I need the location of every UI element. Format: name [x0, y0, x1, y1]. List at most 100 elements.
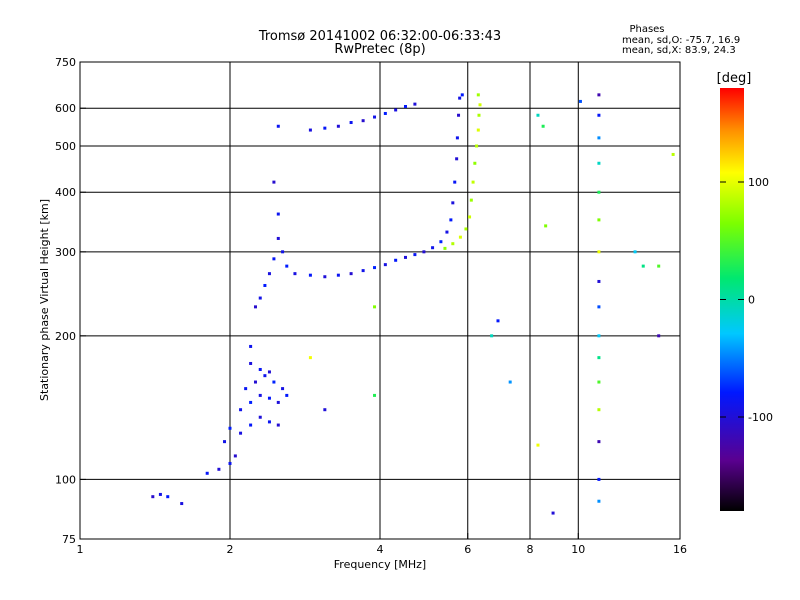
data-point [468, 215, 472, 219]
data-point [258, 296, 262, 300]
x-tick-label: 10 [571, 543, 585, 556]
colorbar: [deg] -100 0 100 [717, 71, 773, 511]
y-tick-label: 750 [55, 56, 76, 69]
data-point [597, 334, 601, 338]
data-point [475, 144, 479, 148]
data-point [323, 126, 327, 130]
data-point [276, 124, 280, 128]
data-point [508, 380, 512, 384]
data-point [373, 393, 377, 397]
data-point [597, 161, 601, 165]
data-point [276, 400, 280, 404]
data-point [239, 408, 243, 412]
data-point [258, 393, 262, 397]
data-point [285, 393, 289, 397]
data-point [349, 272, 353, 276]
data-point [490, 334, 494, 338]
data-point [413, 102, 417, 106]
data-point [451, 242, 455, 246]
data-point [258, 367, 262, 371]
data-point [578, 99, 582, 103]
data-point [267, 396, 271, 400]
data-point [597, 477, 601, 481]
y-tick-label: 500 [55, 140, 76, 153]
y-tick-label: 300 [55, 246, 76, 259]
data-point [455, 136, 459, 140]
data-point [458, 96, 462, 100]
chart-title: Tromsø 20141002 06:32:00-06:33:43 [258, 29, 501, 44]
data-point [373, 266, 377, 270]
data-point [451, 201, 455, 205]
x-tick-label: 4 [377, 543, 384, 556]
data-point [657, 264, 661, 268]
data-point [267, 272, 271, 276]
data-points [151, 93, 675, 515]
data-point [597, 380, 601, 384]
x-tick-label: 1 [77, 543, 84, 556]
data-point [281, 387, 285, 391]
colorbar-tick-label: -100 [748, 411, 773, 424]
data-point [239, 431, 243, 435]
data-point [544, 224, 548, 228]
phases-o-stats: mean, sd,O: -75.7, 16.9 [622, 35, 740, 46]
data-point [413, 253, 417, 257]
data-point [657, 334, 661, 338]
data-point [308, 273, 312, 277]
data-point [361, 119, 365, 123]
data-point [276, 423, 280, 427]
x-tick-label: 2 [227, 543, 234, 556]
data-point [323, 275, 327, 279]
data-point [458, 235, 462, 239]
data-point [460, 93, 464, 97]
data-point [536, 443, 540, 447]
x-tick-label: 6 [464, 543, 471, 556]
data-point [597, 305, 601, 309]
data-point [233, 454, 237, 458]
data-point [471, 180, 475, 184]
data-point [272, 180, 276, 184]
data-point [151, 495, 155, 499]
data-point [403, 105, 407, 109]
x-axis-label: Frequency [MHz] [334, 558, 426, 571]
data-point [496, 319, 500, 323]
data-point [671, 152, 675, 156]
y-tick-label: 200 [55, 330, 76, 343]
data-point [641, 264, 645, 268]
data-point [383, 263, 387, 267]
data-point [228, 426, 232, 430]
data-point [205, 471, 209, 475]
data-point [541, 124, 545, 128]
data-point [373, 115, 377, 119]
data-point [383, 111, 387, 115]
data-point [293, 272, 297, 276]
y-tick-label: 100 [55, 473, 76, 486]
data-point [551, 511, 555, 515]
data-point [457, 113, 461, 117]
data-point [249, 361, 253, 365]
data-point [249, 423, 253, 427]
data-point [597, 190, 601, 194]
colorbar-ticks: -100 0 100 [720, 176, 773, 424]
data-point [597, 250, 601, 254]
data-point [308, 128, 312, 132]
data-point [323, 408, 327, 412]
data-point [449, 218, 453, 222]
data-point [166, 495, 170, 499]
data-point [597, 356, 601, 360]
data-point [464, 227, 468, 231]
chart-subtitle: RwPretec (8p) [334, 42, 425, 57]
data-point [158, 492, 162, 496]
y-tick-label: 600 [55, 102, 76, 115]
y-axis-ticks: 75 100 200 300 400 500 600 750 [55, 56, 86, 546]
data-point [228, 461, 232, 465]
data-point [253, 305, 257, 309]
data-point [445, 230, 449, 234]
data-point [272, 380, 276, 384]
data-point [361, 269, 365, 273]
data-point [633, 250, 637, 254]
data-point [469, 198, 473, 202]
colorbar-tick-label: 100 [748, 176, 769, 189]
data-point [597, 136, 601, 140]
data-point [439, 240, 443, 244]
data-point [597, 440, 601, 444]
